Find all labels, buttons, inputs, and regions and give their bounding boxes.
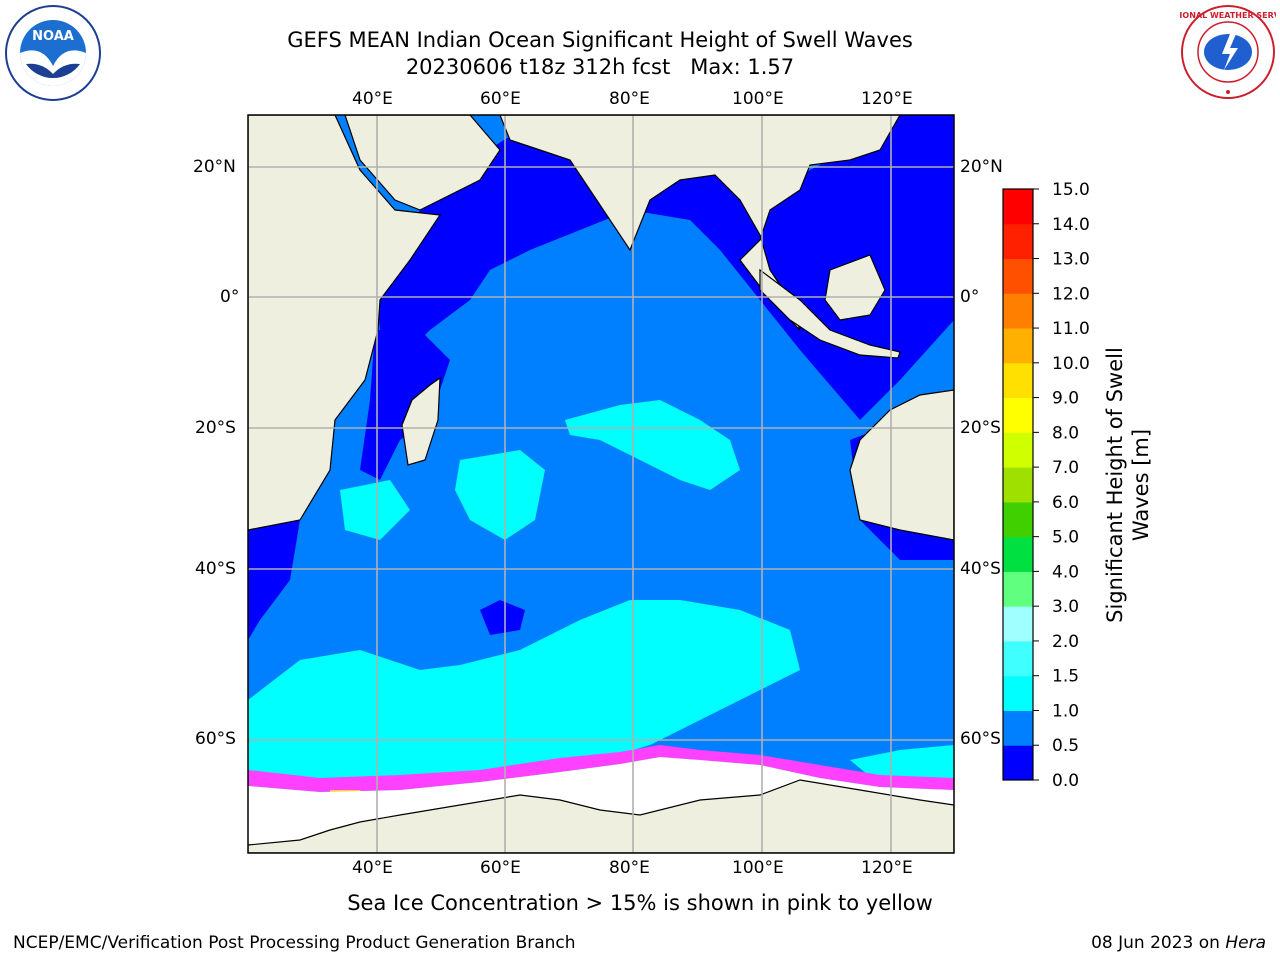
colorbar-tick-label: 9.0 [1052, 389, 1079, 409]
lat-tick-left-0: 0° [220, 287, 240, 307]
map-area [248, 115, 954, 853]
sea-ice-band [248, 745, 954, 792]
colorbar: 0.0 0.5 1.0 1.5 2.0 3.0 4.0 5.0 6.0 7.0 8.0 9.0 10.0… [1002, 180, 1090, 791]
sea-ice-caption: Sea Ice Concentration > 15% is shown in … [347, 891, 933, 915]
colorbar-segment [1003, 397, 1033, 433]
nws-logo-icon: NATIONAL WEATHER SERVICE [1162, 5, 1280, 99]
antarctica-land [248, 779, 954, 853]
colorbar-tick-label: 0.5 [1052, 736, 1079, 756]
colorbar-segment [1003, 606, 1033, 642]
colorbar-segment [1003, 467, 1033, 503]
swell-patch-central [565, 400, 740, 490]
colorbar-tick-label: 11.0 [1052, 319, 1090, 339]
lat-tick-right-40s: 40°S [960, 559, 1001, 579]
colorbar-segment [1003, 745, 1033, 781]
colorbar-tick-label: 2.0 [1052, 632, 1079, 652]
noaa-logo-icon: NOAA [5, 5, 101, 101]
colorbar-segment [1003, 189, 1033, 225]
colorbar-segment [1003, 328, 1033, 364]
indonesia-land [824, 254, 886, 321]
lon-tick-top-120e: 120°E [861, 89, 913, 109]
nws-logo: NATIONAL WEATHER SERVICE [1162, 4, 1280, 100]
map-gridlines [248, 115, 954, 853]
africa-land [248, 115, 442, 531]
colorbar-tick-label: 14.0 [1052, 215, 1090, 235]
lon-tick-bottom-80e: 80°E [609, 858, 650, 878]
lat-tick-right-20s: 20°S [960, 418, 1001, 438]
colorbar-tick-label: 10.0 [1052, 354, 1090, 374]
lon-tick-top-100e: 100°E [732, 89, 784, 109]
lat-tick-right-20n: 20°N [960, 157, 1003, 177]
noaa-logo: NOAA [4, 4, 102, 102]
lat-tick-right-60s: 60°S [960, 729, 1001, 749]
chart-subtitle: 20230606 t18z 312h fcst Max: 1.57 [405, 55, 795, 79]
colorbar-tick-label: 7.0 [1052, 458, 1079, 478]
lat-tick-right-0: 0° [960, 287, 980, 307]
map-frame [247, 114, 955, 854]
lat-tick-left-60s: 60°S [195, 729, 236, 749]
colorbar-tick-label: 5.0 [1052, 528, 1079, 548]
colorbar-segment [1003, 501, 1033, 538]
lon-tick-top-80e: 80°E [609, 89, 650, 109]
noaa-logo-text: NOAA [32, 29, 74, 44]
colorbar-segment [1003, 710, 1033, 746]
colorbar-tick-label: 13.0 [1052, 250, 1090, 270]
low-swell-mozambique-region [360, 330, 450, 480]
chart-title: GEFS MEAN Indian Ocean Significant Heigh… [287, 28, 913, 52]
lat-tick-left-20n: 20°N [193, 157, 236, 177]
colorbar-label: Significant Height of Swell Waves [m] [1103, 347, 1153, 623]
colorbar-segment [1003, 223, 1033, 260]
colorbar-segment [1003, 571, 1033, 607]
colorbar-tick-label: 3.0 [1052, 597, 1079, 617]
colorbar-tick-label: 8.0 [1052, 423, 1079, 443]
colorbar-tick-label: 4.0 [1052, 562, 1079, 582]
colorbar-segment [1003, 640, 1033, 677]
low-swell-north-region [375, 115, 954, 420]
lon-tick-top-60e: 60°E [480, 89, 521, 109]
colorbar-frame [1002, 188, 1034, 781]
lat-tick-left-40s: 40°S [195, 559, 236, 579]
low-swell-patch-south [480, 600, 525, 635]
colorbar-segment [1003, 293, 1033, 329]
nws-logo-text: NATIONAL WEATHER SERVICE [1180, 11, 1276, 20]
india-asia-land [499, 115, 901, 331]
lon-tick-bottom-100e: 100°E [732, 858, 784, 878]
colorbar-tick-label: 0.0 [1052, 771, 1079, 791]
lon-tick-top-40e: 40°E [352, 89, 393, 109]
colorbar-segment [1003, 258, 1033, 294]
swell-patch-southwest [340, 480, 410, 540]
lat-tick-left-20s: 20°S [195, 418, 236, 438]
footer-date: 08 Jun 2023 on Hera [1091, 933, 1266, 953]
sumatra-java-land [759, 268, 901, 359]
colorbar-segment [1003, 362, 1033, 399]
footer-date-text: 08 Jun 2023 on [1091, 933, 1226, 953]
colorbar-segment [1003, 675, 1033, 711]
footer-branch: NCEP/EMC/Verification Post Processing Pr… [13, 933, 576, 953]
lon-tick-bottom-60e: 60°E [480, 858, 521, 878]
lon-tick-bottom-120e: 120°E [861, 858, 913, 878]
colorbar-tick-label: 1.0 [1052, 701, 1079, 721]
colorbar-tick-label: 12.0 [1052, 284, 1090, 304]
swell-band-south [248, 600, 800, 790]
colorbar-tick-label: 6.0 [1052, 493, 1079, 513]
low-swell-southwest-region [248, 520, 300, 640]
swell-patch-west [455, 450, 545, 540]
colorbar-tick-label: 15.0 [1052, 180, 1090, 200]
colorbar-tick-label: 1.5 [1052, 667, 1079, 687]
lon-tick-bottom-40e: 40°E [352, 858, 393, 878]
madagascar-land [401, 376, 441, 466]
colorbar-segment [1003, 432, 1033, 468]
footer-machine: Hera [1225, 933, 1266, 953]
colorbar-segment [1003, 536, 1033, 572]
